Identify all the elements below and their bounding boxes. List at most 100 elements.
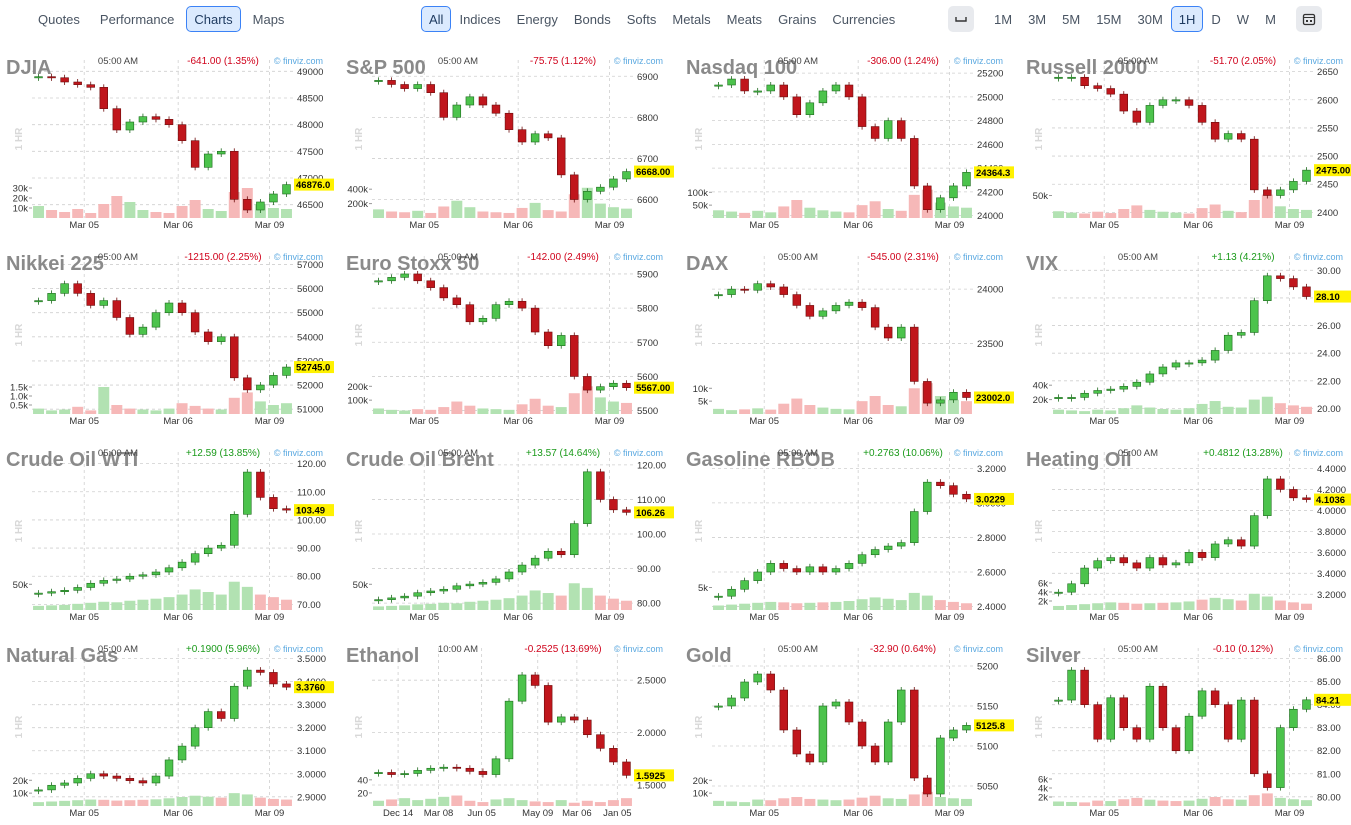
volume-bar: [464, 405, 476, 414]
volume-bar: [934, 797, 946, 806]
nav-button[interactable]: Softs: [626, 12, 657, 27]
volume-bar: [1196, 403, 1208, 414]
nav-button[interactable]: Quotes: [38, 12, 80, 27]
candle: [1263, 478, 1272, 516]
nav-button[interactable]: Meats: [726, 12, 763, 27]
volume-bar: [804, 798, 816, 806]
nav-button[interactable]: 3M: [1028, 12, 1047, 27]
volume-bar: [59, 800, 71, 806]
volume-bar: [1300, 800, 1312, 806]
last-price-label: 24364.3: [976, 168, 1010, 179]
volume-bar: [516, 207, 528, 218]
volume-bar: [1053, 605, 1065, 610]
candle: [1237, 332, 1246, 336]
x-tick-label: Mar 09: [1275, 416, 1305, 427]
candle: [47, 591, 56, 594]
nav-button[interactable]: Indices: [459, 12, 501, 27]
volume-bar: [150, 598, 162, 610]
candle: [609, 178, 618, 188]
x-tick-label: Mar 05: [409, 416, 439, 427]
x-tick-label: Mar 05: [69, 416, 99, 427]
candle: [1289, 181, 1298, 191]
x-tick-label: Mar 09: [255, 808, 285, 819]
candle: [73, 81, 82, 85]
nav-button[interactable]: 15M: [1096, 12, 1122, 27]
nav-button[interactable]: Maps: [252, 12, 285, 27]
candle: [897, 542, 906, 547]
calendar-button[interactable]: [1295, 6, 1322, 32]
toggle-button[interactable]: [948, 6, 974, 32]
nav-button[interactable]: 1H: [1170, 6, 1204, 32]
y-tick-label: 2.8000: [977, 533, 1006, 544]
candle: [217, 151, 226, 155]
volume-bar: [1144, 209, 1156, 218]
chart-title: Ethanol: [346, 645, 419, 667]
chart-change: -32.90 (0.64%): [870, 644, 936, 655]
volume-bar: [1222, 210, 1234, 218]
y-tick-label: 6600: [637, 195, 658, 206]
nav-button[interactable]: W: [1236, 12, 1250, 27]
candle: [282, 683, 291, 688]
volume-bar: [568, 583, 580, 610]
last-price-box: [294, 504, 334, 517]
x-tick-label: Mar 05: [69, 612, 99, 623]
candle: [1171, 99, 1181, 102]
candle: [190, 553, 200, 563]
nav-button[interactable]: Grains: [778, 12, 817, 27]
nav-button[interactable]: 1M: [994, 12, 1013, 27]
nav-button[interactable]: 5M: [1062, 12, 1081, 27]
nav-button[interactable]: Energy: [516, 12, 558, 27]
chart-change: -142.00 (2.49%): [527, 252, 599, 263]
nav-button[interactable]: All: [421, 6, 452, 32]
candle: [60, 589, 69, 593]
volume-tick-label: 20k: [13, 194, 29, 205]
candle: [478, 96, 488, 106]
nav-button[interactable]: D: [1211, 12, 1221, 27]
volume-bar: [791, 797, 803, 806]
last-price-label: 52745.0: [296, 363, 330, 374]
volume-bar: [713, 605, 725, 610]
volume-bar: [620, 798, 632, 806]
volume-bar: [425, 212, 437, 218]
nav-button[interactable]: Bonds: [573, 12, 611, 27]
volume-bar: [412, 800, 424, 806]
x-tick-label: Mar 05: [69, 220, 99, 231]
chart-time: 05:00 AM: [438, 56, 478, 67]
y-tick-label: 3.0000: [297, 769, 326, 780]
volume-bar: [1300, 603, 1312, 610]
candle: [727, 288, 736, 295]
candle: [34, 789, 43, 792]
volume-bar: [804, 405, 816, 414]
volume-bar: [111, 800, 123, 806]
y-tick-label: 2.4000: [977, 602, 1006, 613]
candle: [413, 770, 422, 774]
y-tick-label: 83.00: [1317, 723, 1341, 734]
nav-button[interactable]: Performance: [99, 12, 175, 27]
volume-bar: [267, 798, 279, 806]
candle: [1054, 397, 1063, 399]
volume-bar: [503, 798, 515, 806]
volume-bar: [1261, 396, 1273, 414]
candle: [1158, 366, 1168, 375]
x-tick-label: Mar 05: [749, 416, 779, 427]
volume-bar: [594, 397, 606, 414]
candle: [1106, 697, 1115, 740]
candle: [557, 550, 566, 556]
nav-button[interactable]: 30M: [1137, 12, 1163, 27]
chart-panel: 5500 5600 5700 5800 5900 Mar 05 Mar 06 Mar 09 10…: [346, 252, 674, 427]
candle: [151, 312, 161, 328]
nav-button[interactable]: Charts: [186, 6, 241, 32]
volume-bar: [1209, 204, 1221, 218]
nav-button[interactable]: Currencies: [832, 12, 896, 27]
nav-button[interactable]: M: [1265, 12, 1276, 27]
candle: [1145, 685, 1155, 740]
nav-button[interactable]: Metals: [672, 12, 711, 27]
interval-label: 1 HR: [14, 519, 25, 543]
candle: [570, 716, 579, 721]
candle: [831, 305, 841, 312]
last-price-label: 106.26: [636, 508, 665, 519]
volume-bar: [386, 409, 398, 414]
y-tick-label: 80.00: [1317, 792, 1341, 803]
volume-bar: [921, 595, 933, 610]
y-tick-label: 2500: [1317, 152, 1338, 163]
